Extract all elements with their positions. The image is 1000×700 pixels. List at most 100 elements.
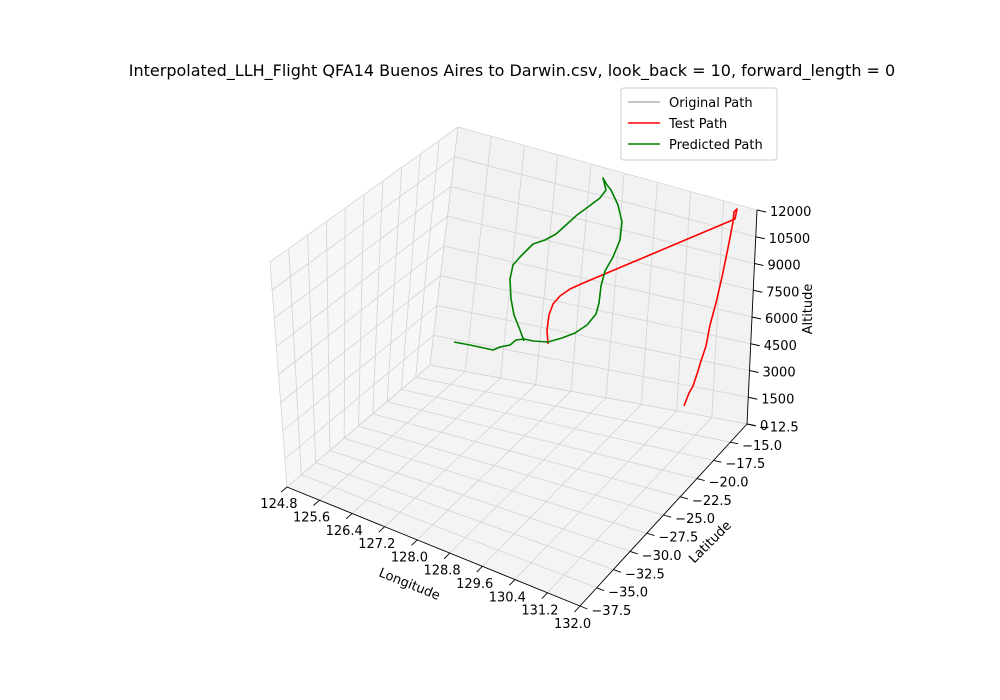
y-tick xyxy=(663,514,672,518)
y-tick-label: −22.5 xyxy=(692,494,732,509)
y-tick xyxy=(696,478,705,481)
x-tick-label: 130.4 xyxy=(489,590,526,605)
x-tick xyxy=(443,552,451,560)
grid-y-floor xyxy=(329,450,631,552)
legend-item-test: Test Path xyxy=(628,117,727,132)
x-tick-label: 126.4 xyxy=(326,524,363,539)
grid-z-back xyxy=(443,245,753,318)
grid-z-left xyxy=(271,156,455,291)
grid-lines xyxy=(269,126,758,607)
y-tick xyxy=(646,532,655,537)
x-tick-label: 128.0 xyxy=(391,550,428,565)
grid-z-back xyxy=(450,186,755,264)
z-tick-label: 9000 xyxy=(768,259,801,274)
y-tick-label: −35.0 xyxy=(608,586,648,601)
y-tick-label: −27.5 xyxy=(658,531,698,546)
y-tick-label: −17.5 xyxy=(725,457,765,472)
x-tick xyxy=(378,526,385,533)
y-tick xyxy=(680,496,689,500)
tick-labels: 124.8125.6126.4127.2128.0128.8129.6130.4… xyxy=(260,205,811,632)
chart-title: Interpolated_LLH_Flight QFA14 Buenos Air… xyxy=(129,61,895,81)
y-tick xyxy=(613,569,622,573)
y-tick-label: −37.5 xyxy=(591,604,631,619)
x-tick-label: 125.6 xyxy=(293,511,330,526)
y-tick xyxy=(579,605,588,610)
x-tick-label: 129.6 xyxy=(456,577,493,592)
grid-z-left xyxy=(269,126,459,263)
x-tick-label: 132.0 xyxy=(554,617,591,632)
z-axis-label: Altitude xyxy=(801,284,816,335)
panes xyxy=(269,125,758,607)
legend-label-predicted: Predicted Path xyxy=(669,138,763,153)
y-tick xyxy=(713,459,722,463)
x-tick-label: 127.2 xyxy=(358,537,395,552)
z-tick-label: 7500 xyxy=(766,285,799,300)
legend-item-predicted: Predicted Path xyxy=(628,138,763,153)
grid-z-back xyxy=(447,215,754,291)
y-tick-label: −32.5 xyxy=(625,567,665,582)
grid-z-back xyxy=(429,364,748,425)
x-tick-label: 124.8 xyxy=(260,497,297,512)
grid-z-left xyxy=(286,364,431,488)
grid-z-left xyxy=(274,186,452,319)
z-tick xyxy=(756,209,767,213)
grid-y-floor xyxy=(315,462,614,570)
x-tick xyxy=(541,592,548,599)
y-tick-label: −12.5 xyxy=(759,420,799,435)
grid-z-back xyxy=(433,334,749,398)
x-tick-label: 128.8 xyxy=(423,564,460,579)
grid-z-left xyxy=(284,334,434,460)
x-axis-line xyxy=(286,486,581,607)
z-tick xyxy=(753,289,763,293)
y-tick xyxy=(730,441,739,445)
z-tick xyxy=(748,396,758,400)
grid-y-floor xyxy=(301,474,597,589)
x-tick xyxy=(411,539,418,546)
z-tick-label: 4500 xyxy=(764,339,797,354)
x-tick-label: 131.2 xyxy=(521,604,558,619)
legend-label-original: Original Path xyxy=(669,96,753,111)
test-path-line xyxy=(546,208,738,407)
legend-box xyxy=(620,87,778,161)
x-tick xyxy=(313,499,320,506)
grid-z-back xyxy=(457,126,758,211)
z-tick-label: 3000 xyxy=(763,366,796,381)
z-tick-label: 10500 xyxy=(769,232,810,247)
grid-z-back xyxy=(440,275,751,345)
z-tick-label: 6000 xyxy=(765,312,798,327)
x-tick xyxy=(280,486,288,493)
grid-z-left xyxy=(278,245,445,375)
grid-z-left xyxy=(282,305,438,432)
plot-lines xyxy=(453,177,738,407)
grid-z-back xyxy=(454,156,756,238)
grid-y-floor xyxy=(387,401,697,479)
z-tick xyxy=(755,236,765,240)
grid-z-left xyxy=(280,275,441,403)
y-tick xyxy=(596,587,605,592)
x-tick xyxy=(476,566,483,573)
z-tick xyxy=(749,370,759,373)
x-tick xyxy=(574,605,581,613)
grid-y-floor xyxy=(344,437,647,534)
grid-z-left xyxy=(276,215,448,347)
y-tick-label: −15.0 xyxy=(742,439,782,454)
z-tick xyxy=(746,423,757,427)
y-tick xyxy=(629,550,638,555)
grid-y-floor xyxy=(415,376,731,443)
legend: Original Path Test Path Predicted Path xyxy=(620,87,778,161)
tick-marks xyxy=(280,209,767,613)
legend-item-original: Original Path xyxy=(628,96,753,111)
grid-y-floor xyxy=(401,389,714,461)
predicted-path-line xyxy=(453,177,623,351)
grid-y-floor xyxy=(358,425,664,516)
z-tick xyxy=(754,263,764,266)
x-tick xyxy=(509,579,516,586)
x-tick xyxy=(345,513,353,520)
z-tick-label: 0 xyxy=(760,419,768,434)
z-tick-label: 1500 xyxy=(761,392,794,407)
grid-z-back xyxy=(436,305,750,371)
y-tick-label: −30.0 xyxy=(642,549,682,564)
z-tick xyxy=(751,316,762,320)
y-tick-label: −25.0 xyxy=(675,512,715,527)
